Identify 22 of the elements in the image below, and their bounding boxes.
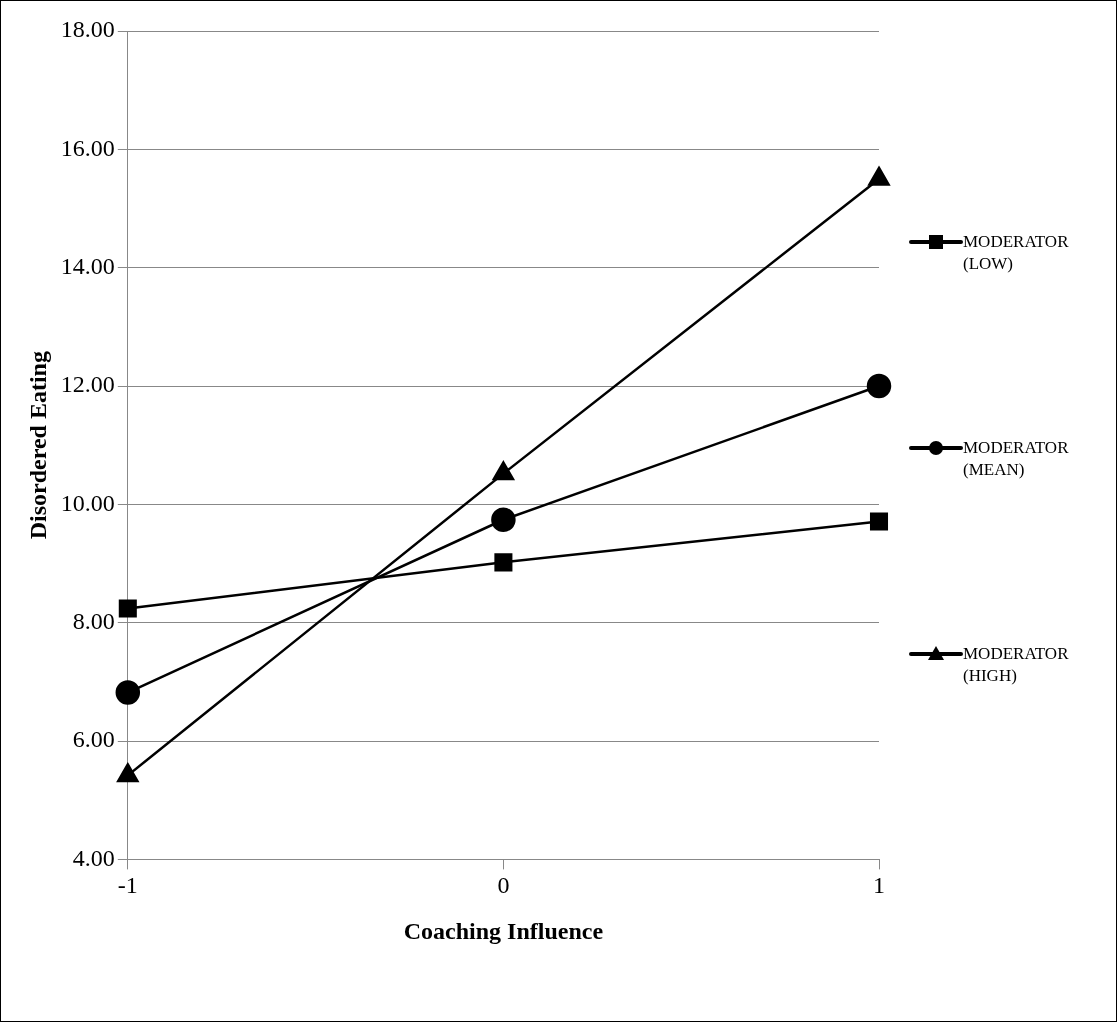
x-tick-label: 0 bbox=[497, 872, 510, 899]
x-tick-label: 1 bbox=[873, 872, 885, 899]
point bbox=[115, 680, 141, 705]
point bbox=[491, 507, 516, 533]
legend-label: MODERATOR (MEAN) bbox=[963, 437, 1070, 481]
y-tick-label: 18.00 bbox=[60, 16, 115, 43]
legend-label: MODERATOR (HIGH) bbox=[963, 643, 1070, 687]
y-tick-label: 16.00 bbox=[60, 134, 115, 161]
y-tick-label: 8.00 bbox=[72, 608, 115, 635]
y-tick-label: 6.00 bbox=[72, 726, 115, 753]
x-tick-label: -1 bbox=[117, 872, 138, 899]
point bbox=[866, 373, 892, 399]
y-axis-title: Disordered Eating bbox=[24, 351, 51, 540]
point bbox=[494, 553, 513, 572]
point bbox=[869, 512, 889, 531]
x-axis-title: Coaching Influence bbox=[403, 917, 604, 944]
y-tick-label: 12.00 bbox=[60, 371, 115, 398]
point bbox=[118, 599, 137, 618]
y-tick-label: 14.00 bbox=[60, 252, 115, 279]
y-tick-label: 10.00 bbox=[60, 489, 115, 516]
y-tick-label: 4.00 bbox=[72, 844, 115, 871]
legend-label: MODERATOR (LOW) bbox=[963, 231, 1070, 275]
